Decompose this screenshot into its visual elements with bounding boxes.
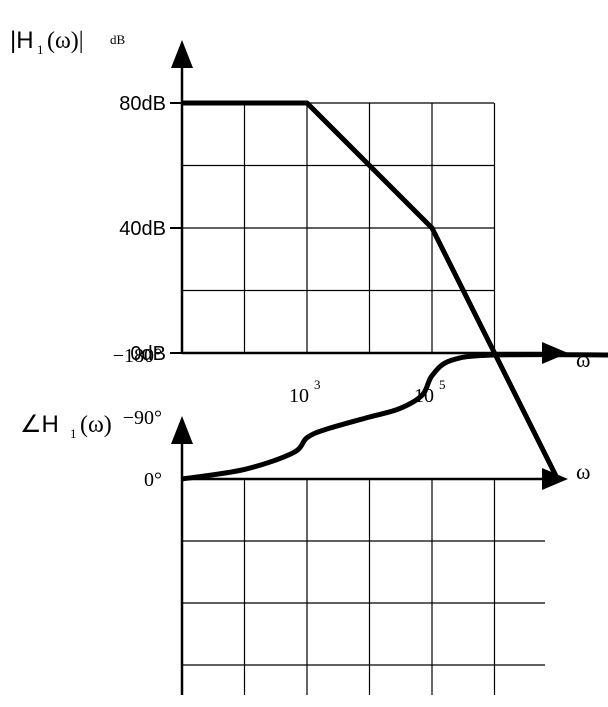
phase-ylabel-main: ∠H xyxy=(20,411,59,438)
grid xyxy=(182,102,545,695)
plot-lines xyxy=(181,100,608,482)
magnitude-ylabel-sub: 1 xyxy=(37,42,44,57)
phase-y-tick-label: 0° xyxy=(144,469,162,491)
phase-x-label: ω xyxy=(576,459,590,484)
magnitude-ylabel-arg: (ω)| xyxy=(47,28,84,54)
magnitude-y-tick-label: 80dB xyxy=(119,93,166,115)
phase-ylabel-sub: 1 xyxy=(70,426,77,441)
x-tick-exponent: 3 xyxy=(314,377,321,392)
magnitude-y-tick-label: 0dB xyxy=(130,343,166,365)
phase-series-line xyxy=(181,352,608,482)
phase-y-tick-label: −180° xyxy=(113,345,162,367)
magnitude-y-tick-label: 40dB xyxy=(119,218,166,240)
phase-y-arrow xyxy=(171,416,193,444)
magnitude-x-label: ω xyxy=(576,347,590,372)
magnitude-ylabel-main: |H xyxy=(10,27,34,54)
phase-ylabel-arg: (ω) xyxy=(80,412,112,438)
x-tick-label: 10 xyxy=(289,385,309,407)
magnitude-ylabel-unit: dB xyxy=(110,32,126,47)
x-tick-exponent: 5 xyxy=(439,377,446,392)
phase-y-tick-label: −90° xyxy=(123,407,162,429)
magnitude-series-line xyxy=(182,100,560,480)
x-tick-label: 10 xyxy=(414,385,434,407)
magnitude-y-arrow xyxy=(171,40,193,68)
